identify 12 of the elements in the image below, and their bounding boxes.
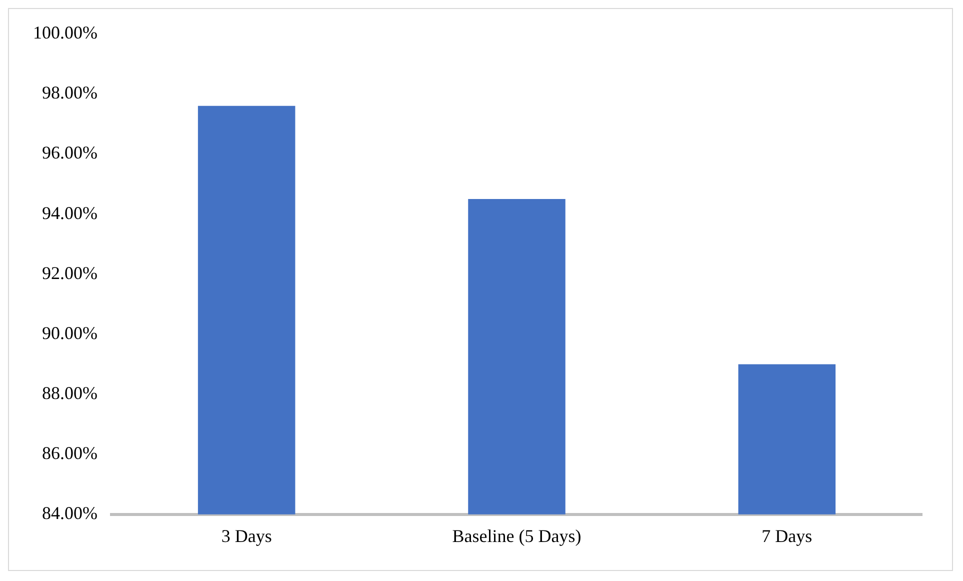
- y-tick-label: 96.00%: [42, 142, 98, 163]
- y-tick-label: 88.00%: [42, 382, 98, 403]
- y-tick-label: 84.00%: [42, 503, 98, 524]
- x-tick-label: 7 Days: [762, 526, 812, 546]
- y-tick-label: 100.00%: [32, 22, 98, 43]
- y-tick-label: 86.00%: [42, 443, 98, 464]
- y-tick-label: 90.00%: [42, 322, 98, 343]
- y-tick-label: 92.00%: [42, 262, 98, 283]
- x-tick-label: Baseline (5 Days): [452, 526, 582, 546]
- y-tick-label: 94.00%: [42, 202, 98, 223]
- x-tick-label: 3 Days: [221, 526, 272, 546]
- y-tick-label: 98.00%: [42, 82, 98, 103]
